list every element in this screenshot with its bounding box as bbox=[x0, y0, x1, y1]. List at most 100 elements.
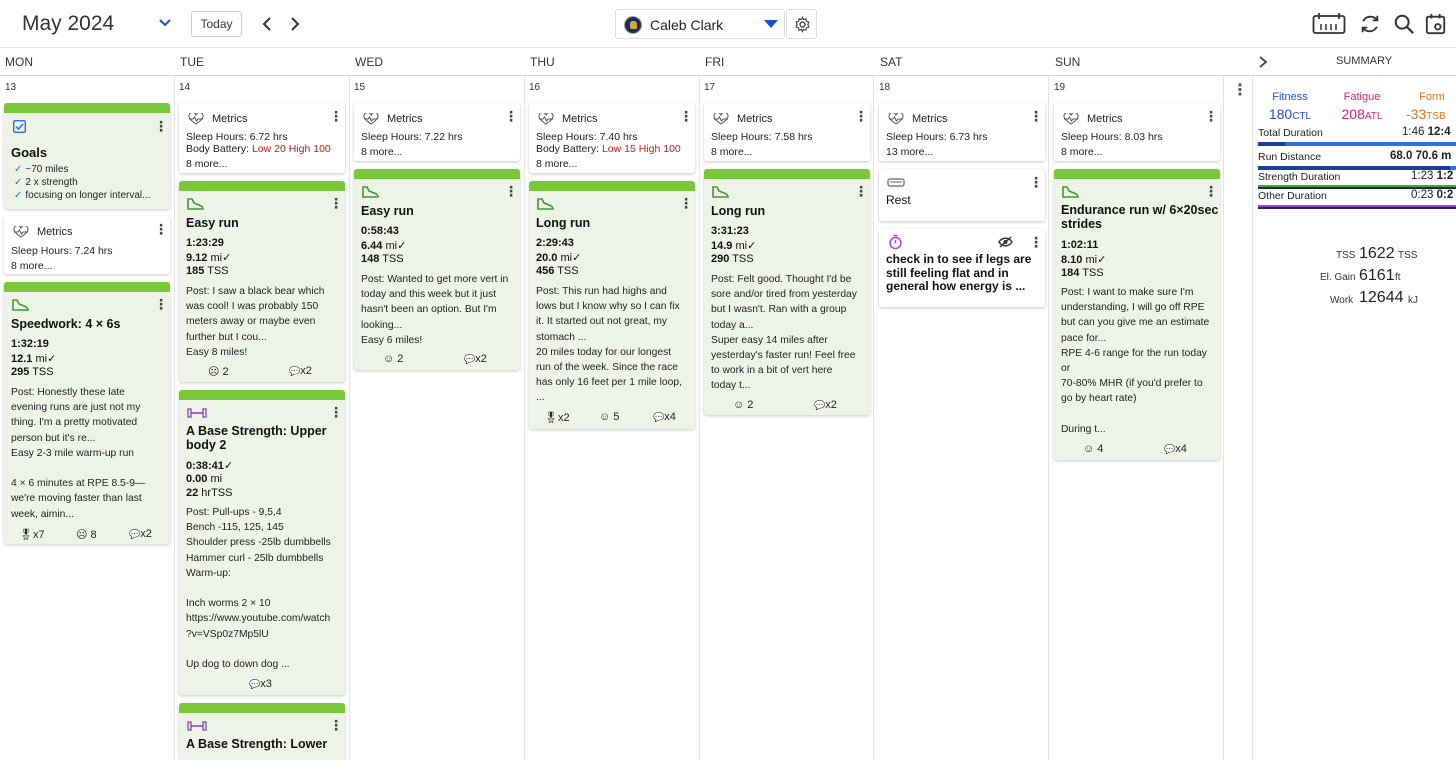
workout-duration: 1:02:11 bbox=[1061, 239, 1099, 251]
workout-card[interactable]: Long run 2:29:43 20.0 mi✓ 456 TSS Post: … bbox=[529, 181, 695, 429]
card-menu-icon[interactable] bbox=[1029, 235, 1043, 249]
reactions-count[interactable]: ☹ 2 bbox=[208, 366, 229, 378]
week-menu-icon[interactable]: ⋮ bbox=[1232, 82, 1248, 99]
metrics-card[interactable]: Metrics Sleep Hours: 6.73 hrs 13 more... bbox=[879, 103, 1045, 161]
card-menu-icon[interactable] bbox=[329, 718, 343, 732]
athlete-name: Caleb Clark bbox=[650, 17, 724, 33]
workout-card[interactable]: Speedwork: 4 × 6s 1:32:19 12.1 mi✓ 295 T… bbox=[4, 282, 170, 544]
more-metrics-link[interactable]: 13 more... bbox=[886, 146, 934, 158]
metrics-card[interactable]: Metrics Sleep Hours: 8.03 hrs 8 more... bbox=[1054, 103, 1220, 161]
fitness-value: 180CTL bbox=[1268, 106, 1312, 122]
metrics-card[interactable]: Metrics Sleep Hours: 7.58 hrs 8 more... bbox=[704, 103, 870, 161]
comments-count[interactable]: 💬x3 bbox=[249, 678, 272, 690]
search-icon[interactable] bbox=[1393, 12, 1415, 36]
more-metrics-link[interactable]: 8 more... bbox=[1061, 146, 1103, 158]
more-metrics-link[interactable]: 8 more... bbox=[186, 158, 228, 170]
reactions-count[interactable]: ☹ 8 bbox=[76, 529, 97, 541]
more-metrics-link[interactable]: 8 more... bbox=[711, 146, 753, 158]
card-menu-icon[interactable] bbox=[1204, 184, 1218, 198]
calendar-settings-icon[interactable] bbox=[1425, 12, 1447, 36]
chevron-down-icon[interactable] bbox=[157, 14, 173, 30]
card-menu-icon[interactable] bbox=[504, 184, 518, 198]
reactions-count[interactable]: ☺ 2 bbox=[383, 353, 404, 365]
card-menu-icon[interactable] bbox=[329, 405, 343, 419]
card-menu-icon[interactable] bbox=[154, 119, 168, 133]
card-menu-icon[interactable] bbox=[154, 297, 168, 311]
workout-card[interactable]: Endurance run w/ 6×20sec strides 1:02:11… bbox=[1054, 169, 1220, 460]
comments-count[interactable]: 💬x2 bbox=[129, 528, 152, 540]
column-divider bbox=[1223, 76, 1224, 760]
top-bar: May 2024 Today Caleb Clark bbox=[0, 0, 1456, 48]
card-menu-icon[interactable] bbox=[854, 184, 868, 198]
metrics-label: Metrics bbox=[37, 226, 73, 238]
workout-card[interactable]: Easy run 1:23:29 9.12 mi✓ 185 TSS Post: … bbox=[179, 181, 345, 382]
card-menu-icon[interactable] bbox=[329, 109, 343, 123]
column-divider bbox=[1048, 76, 1049, 760]
card-menu-icon[interactable] bbox=[329, 196, 343, 210]
card-menu-icon[interactable] bbox=[679, 109, 693, 123]
today-button[interactable]: Today bbox=[191, 11, 242, 37]
day-number: 16 bbox=[529, 82, 541, 93]
workout-card[interactable]: Easy run 0:58:43 6.44 mi✓ 148 TSS Post: … bbox=[354, 169, 520, 370]
comments-count[interactable]: 💬x2 bbox=[814, 399, 837, 411]
chevron-left-icon[interactable] bbox=[260, 15, 274, 33]
column-divider bbox=[1252, 76, 1253, 760]
work-label: Work bbox=[1330, 295, 1354, 306]
workout-card[interactable]: A Base Strength: Lower bbox=[179, 703, 345, 760]
chevron-right-icon[interactable] bbox=[288, 15, 302, 33]
goals-card[interactable]: Goals ✓~70 miles ✓2 x strength ✓focusing… bbox=[4, 103, 170, 209]
workout-title: Speedwork: 4 × 6s bbox=[11, 317, 121, 331]
comments-icon: 💬 bbox=[289, 366, 301, 376]
medals-count[interactable]: 🎖x7 bbox=[19, 529, 45, 541]
metrics-card[interactable]: Metrics Sleep Hours: 6.72 hrs Body Batte… bbox=[179, 103, 345, 173]
card-menu-icon[interactable] bbox=[154, 222, 168, 236]
reactions-count[interactable]: ☺ 2 bbox=[733, 399, 754, 411]
day-number: 15 bbox=[354, 82, 366, 93]
comments-count[interactable]: 💬x2 bbox=[464, 353, 487, 365]
card-menu-icon[interactable] bbox=[1204, 109, 1218, 123]
card-menu-icon[interactable] bbox=[854, 109, 868, 123]
eye-off-icon[interactable] bbox=[998, 236, 1013, 248]
form-value: -33TSB bbox=[1406, 106, 1446, 122]
more-metrics-link[interactable]: 8 more... bbox=[536, 158, 578, 170]
month-title[interactable]: May 2024 bbox=[22, 12, 115, 35]
refresh-icon[interactable] bbox=[1359, 12, 1381, 36]
comments-icon: 💬 bbox=[464, 354, 476, 364]
metrics-card[interactable]: Metrics Sleep Hours: 7.40 hrs Body Batte… bbox=[529, 103, 695, 173]
metrics-card[interactable]: Metrics Sleep Hours: 7.24 hrs 8 more... bbox=[4, 216, 170, 274]
athlete-selector[interactable]: Caleb Clark bbox=[615, 9, 785, 39]
card-menu-icon[interactable] bbox=[504, 109, 518, 123]
summary-row-value: 1:23 1:2 bbox=[1411, 170, 1454, 182]
gear-icon bbox=[795, 16, 810, 33]
smile-face-icon: ☺ bbox=[383, 353, 395, 365]
card-menu-icon[interactable] bbox=[1029, 175, 1043, 189]
sleep-hours: Sleep Hours: 7.58 hrs bbox=[711, 131, 813, 143]
rest-card[interactable]: Rest bbox=[879, 169, 1045, 221]
workout-post: Post: Pull-ups - 9,5,4 Bench -115, 125, … bbox=[186, 507, 331, 671]
metrics-card[interactable]: Metrics Sleep Hours: 7.22 hrs 8 more... bbox=[354, 103, 520, 161]
note-card[interactable]: check in to see if legs are still feelin… bbox=[879, 229, 1045, 307]
comments-count[interactable]: 💬x2 bbox=[289, 365, 312, 377]
workout-card[interactable]: Long run 3:31:23 14.9 mi✓ 290 TSS Post: … bbox=[704, 169, 870, 415]
more-metrics-link[interactable]: 8 more... bbox=[11, 260, 53, 272]
calendar-week-icon[interactable] bbox=[1312, 12, 1346, 36]
fatigue-label: Fatigue bbox=[1343, 91, 1381, 103]
reactions-count[interactable]: ☺ 5 bbox=[599, 411, 620, 423]
chevron-right-icon[interactable] bbox=[1257, 55, 1269, 69]
workout-title: Easy run bbox=[186, 216, 239, 230]
more-metrics-link[interactable]: 8 more... bbox=[361, 146, 403, 158]
running-shoe-icon bbox=[12, 299, 29, 311]
card-menu-icon[interactable] bbox=[1029, 109, 1043, 123]
caret-down-icon bbox=[764, 20, 778, 28]
workout-card[interactable]: A Base Strength: Upper body 2 0:38:41✓ 0… bbox=[179, 390, 345, 695]
smile-face-icon: ☺ bbox=[1083, 443, 1095, 455]
form-label: Form bbox=[1419, 91, 1445, 103]
workout-distance: 0.00 mi bbox=[186, 473, 223, 485]
athlete-settings-button[interactable] bbox=[786, 9, 817, 39]
medals-count[interactable]: 🎖x2 bbox=[544, 412, 570, 424]
tss-unit: TSS bbox=[1398, 250, 1418, 261]
reactions-count[interactable]: ☺ 4 bbox=[1083, 443, 1104, 455]
comments-count[interactable]: 💬x4 bbox=[1164, 443, 1187, 455]
comments-count[interactable]: 💬x4 bbox=[653, 411, 676, 423]
card-menu-icon[interactable] bbox=[679, 196, 693, 210]
